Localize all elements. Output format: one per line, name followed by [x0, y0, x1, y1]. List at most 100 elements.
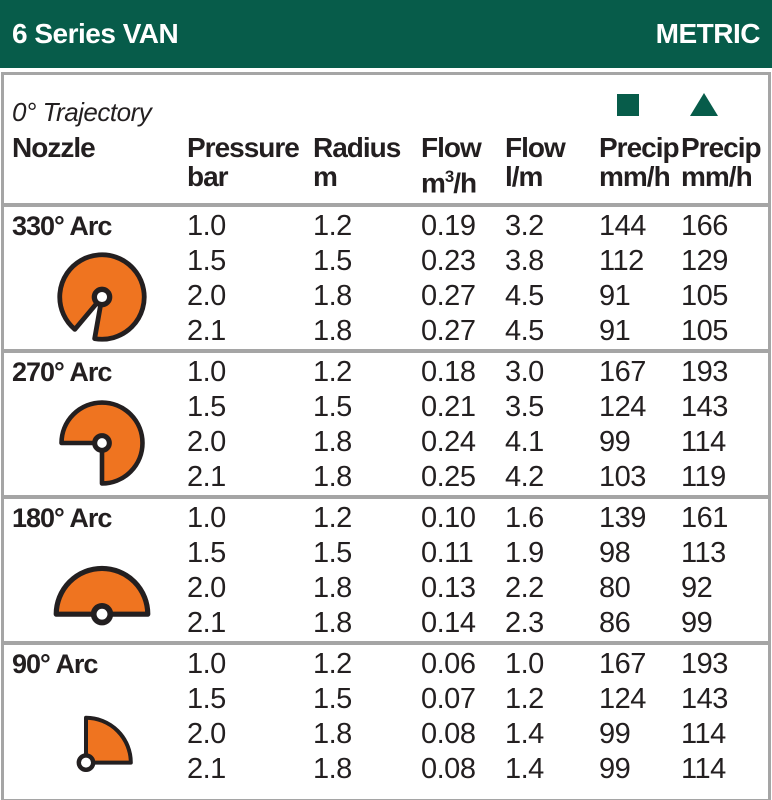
triangle-marker-icon	[690, 93, 718, 116]
value-cell: 4.1	[505, 426, 544, 459]
arc-330-icon	[56, 252, 147, 342]
value-cell: 1.8	[313, 718, 352, 751]
value-cell: 91	[599, 315, 631, 348]
value-cell: 1.8	[313, 607, 352, 640]
column-label: Precip	[681, 132, 762, 163]
column-unit: m3/h	[421, 167, 477, 199]
spec-table: 0° Trajectory Nozzle Pressure bar Radius m Fl…	[1, 72, 771, 800]
value-cell: 124	[599, 683, 646, 716]
value-cell: 105	[681, 315, 728, 348]
value-cell: 0.18	[421, 356, 476, 389]
column-unit: l/m	[505, 161, 543, 192]
value-cell: 103	[599, 461, 646, 494]
value-cell: 167	[599, 356, 646, 389]
column-header-flow-lm: Flow l/m	[495, 133, 589, 197]
value-cell: 80	[599, 572, 631, 605]
value-cell: 1.6	[505, 502, 544, 535]
value-cell: 143	[681, 391, 728, 424]
nozzle-cell: 270° Arc	[4, 355, 177, 495]
units-label: METRIC	[655, 18, 761, 49]
precip-square-legend	[589, 94, 671, 129]
value-cell: 129	[681, 245, 728, 278]
value-cell: 3.0	[505, 356, 544, 389]
value-cell: 114	[681, 753, 726, 786]
value-cell: 0.08	[421, 718, 476, 751]
value-cell: 1.5	[313, 537, 352, 570]
column-header-radius-m: Radius m	[303, 133, 411, 197]
value-cell: 0.11	[421, 537, 474, 570]
nozzle-arc-label: 180° Arc	[12, 503, 112, 534]
value-cell: 114	[681, 718, 726, 751]
nozzle-arc-label: 270° Arc	[12, 357, 112, 388]
column-unit: m	[313, 161, 338, 192]
value-cell: 1.5	[187, 537, 226, 570]
value-cell: 1.4	[505, 753, 544, 786]
value-cell: 1.5	[313, 245, 352, 278]
nozzle-section-90: 90° Arc 1.0 1.2 0.06 1.0 167 193 1.5 1.5 0.07 1.2 1…	[4, 641, 768, 799]
value-cell: 4.5	[505, 315, 544, 348]
column-label: Pressure	[187, 132, 300, 163]
nozzle-arc-label: 90° Arc	[12, 649, 98, 680]
column-unit: mm/h	[681, 161, 753, 192]
value-cell: 0.13	[421, 572, 476, 605]
column-unit: bar	[187, 161, 229, 192]
column-label: Radius	[313, 132, 401, 163]
value-cell: 1.9	[505, 537, 544, 570]
value-cell: 1.5	[313, 391, 352, 424]
value-cell: 112	[599, 245, 644, 278]
value-cell: 143	[681, 683, 728, 716]
value-cell: 3.8	[505, 245, 544, 278]
nozzle-section-180: 180° Arc 1.0 1.2 0.10 1.6 139 161 1.5 1.5 0.11 1.9…	[4, 495, 768, 641]
column-header-flow-mh: Flow m3/h	[411, 133, 495, 197]
trajectory-label: 0° Trajectory	[12, 97, 152, 127]
value-cell: 119	[681, 461, 726, 494]
arc-icon-wrap	[4, 390, 177, 495]
value-cell: 0.23	[421, 245, 476, 278]
arc-90-icon	[76, 716, 133, 773]
value-cell: 2.1	[187, 753, 226, 786]
value-cell: 1.2	[313, 502, 352, 535]
value-cell: 1.5	[187, 245, 226, 278]
nozzle-section-330: 330° Arc 1.0 1.2 0.19 3.2 144 166 1.5 1.5 0.23 3.8…	[4, 203, 768, 349]
column-label: Nozzle	[12, 132, 96, 163]
value-cell: 1.2	[313, 356, 352, 389]
square-marker-icon	[617, 94, 639, 116]
value-cell: 0.24	[421, 426, 476, 459]
value-cell: 91	[599, 280, 631, 313]
value-cell: 0.08	[421, 753, 476, 786]
arc-icon-wrap	[4, 536, 177, 641]
value-cell: 3.5	[505, 391, 544, 424]
value-cell: 1.5	[313, 683, 352, 716]
value-cell: 92	[681, 572, 713, 605]
value-cell: 2.2	[505, 572, 544, 605]
value-cell: 193	[681, 648, 728, 681]
value-cell: 99	[599, 753, 631, 786]
precip-triangle-legend	[671, 93, 768, 129]
page-title: 6 Series VAN	[12, 18, 179, 49]
column-header-row: Nozzle Pressure bar Radius m Flow m3/h Flow l/m P…	[4, 129, 768, 203]
value-cell: 0.27	[421, 280, 476, 313]
column-header-precip-mmh: Precip mm/h	[671, 133, 768, 197]
value-cell: 1.2	[313, 648, 352, 681]
value-cell: 0.27	[421, 315, 476, 348]
trajectory-row: 0° Trajectory	[4, 75, 768, 129]
value-cell: 1.0	[187, 648, 226, 681]
value-cell: 167	[599, 648, 646, 681]
value-cell: 0.10	[421, 502, 476, 535]
value-cell: 1.5	[187, 391, 226, 424]
value-cell: 1.8	[313, 753, 352, 786]
arc-180-icon	[53, 566, 150, 626]
value-cell: 0.14	[421, 607, 476, 640]
arc-icon-wrap	[4, 244, 177, 349]
table-title-bar: 6 Series VAN METRIC	[0, 0, 772, 68]
value-cell: 2.1	[187, 607, 226, 640]
value-cell: 0.07	[421, 683, 476, 716]
column-label: Precip	[599, 132, 680, 163]
value-cell: 0.25	[421, 461, 476, 494]
value-cell: 1.2	[505, 683, 544, 716]
value-cell: 1.5	[187, 683, 226, 716]
nozzle-section-270: 270° Arc 1.0 1.2 0.18 3.0 167 193 1.5 1.5 0.21 3.5…	[4, 349, 768, 495]
value-cell: 2.0	[187, 280, 226, 313]
value-cell: 1.8	[313, 461, 352, 494]
